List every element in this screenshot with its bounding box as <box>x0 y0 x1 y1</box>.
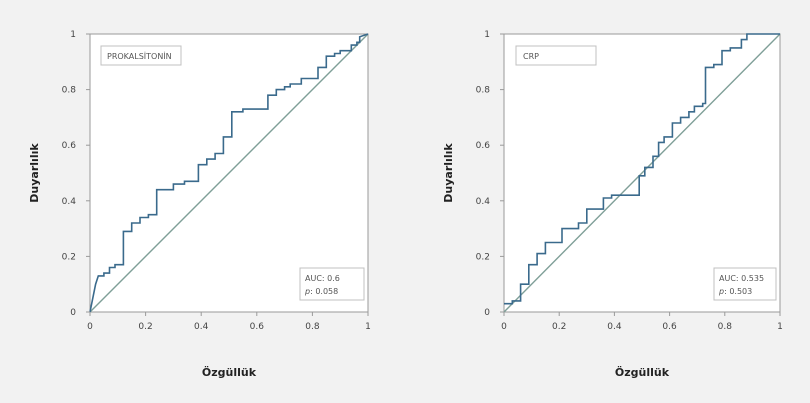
auc-value: AUC: 0.535 <box>719 274 764 283</box>
x-tick-label: 0.6 <box>662 322 677 332</box>
y-tick-label: 0.8 <box>62 86 77 96</box>
p-value: : 0.503 <box>724 287 752 296</box>
y-tick-label: 0 <box>484 308 490 318</box>
y-axis-ticks: 0 0.2 0.4 0.6 0.8 1 <box>476 30 504 318</box>
y-tick-label: 0.6 <box>62 141 77 151</box>
x-tick-label: 0.8 <box>305 322 320 332</box>
p-value-line: p: 0.503 <box>718 287 752 296</box>
reference-diagonal <box>89 33 369 313</box>
y-tick-label: 0.2 <box>476 252 490 262</box>
chart-title: PROKALSİTONİN <box>107 51 172 61</box>
y-tick-label: 0.8 <box>476 86 491 96</box>
x-tick-label: 0.2 <box>552 322 566 332</box>
x-tick-label: 0.6 <box>250 322 265 332</box>
legend-box <box>100 45 182 66</box>
y-tick-label: 0 <box>70 308 76 318</box>
p-symbol: p <box>718 287 724 296</box>
x-axis-title: Özgüllük <box>202 365 257 379</box>
chart-title: CRP <box>523 52 539 61</box>
x-tick-label: 0.8 <box>718 322 733 332</box>
y-axis-title: Duyarlılık <box>442 143 455 203</box>
x-tick-label: 0.4 <box>607 322 622 332</box>
x-tick-label: 1 <box>365 322 371 332</box>
y-axis-ticks: 0 0.2 0.4 0.6 0.8 1 <box>62 30 90 318</box>
chart-crp: 0 0.2 0.4 0.6 0.8 1 0 0.2 0.4 0.6 0.8 1 CRP AUC: 0… <box>442 30 783 379</box>
y-tick-label: 1 <box>484 30 490 40</box>
reference-diagonal <box>503 33 781 313</box>
x-tick-label: 0.4 <box>194 322 209 332</box>
p-value-line: p: 0.058 <box>304 287 338 296</box>
p-value: : 0.058 <box>310 287 338 296</box>
roc-curve <box>89 33 369 313</box>
p-symbol: p <box>304 287 310 296</box>
y-axis-title: Duyarlılık <box>28 143 41 203</box>
x-tick-label: 0 <box>87 322 93 332</box>
auc-value: AUC: 0.6 <box>305 274 340 283</box>
y-tick-label: 0.6 <box>476 141 491 151</box>
x-axis-title: Özgüllük <box>615 365 670 379</box>
x-axis-ticks: 0 0.2 0.4 0.6 0.8 1 <box>87 312 371 332</box>
stats-box <box>299 267 365 301</box>
x-tick-label: 0.2 <box>138 322 152 332</box>
y-tick-label: 0.4 <box>62 197 77 207</box>
y-tick-label: 0.4 <box>476 197 491 207</box>
x-tick-label: 1 <box>777 322 783 332</box>
y-tick-label: 1 <box>70 30 76 40</box>
stats-box <box>713 267 777 301</box>
roc-curve <box>504 33 780 305</box>
chart-prokalsitonin: 0 0.2 0.4 0.6 0.8 1 0 0.2 0.4 0.6 0.8 1 PROKALSİTO… <box>28 30 371 379</box>
legend-box <box>515 45 597 66</box>
y-tick-label: 0.2 <box>62 252 76 262</box>
x-tick-label: 0 <box>501 322 507 332</box>
x-axis-ticks: 0 0.2 0.4 0.6 0.8 1 <box>501 312 783 332</box>
